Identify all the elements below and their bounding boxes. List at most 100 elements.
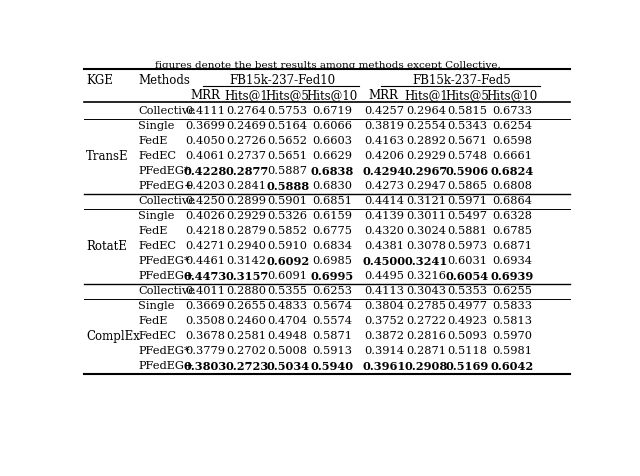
- Text: 0.3819: 0.3819: [364, 121, 404, 131]
- Text: figures denote the best results among methods except Collective.: figures denote the best results among me…: [155, 61, 501, 70]
- Text: Single: Single: [138, 211, 175, 221]
- Text: 0.6054: 0.6054: [446, 270, 489, 281]
- Text: 0.6092: 0.6092: [266, 255, 309, 266]
- Text: 0.5164: 0.5164: [268, 121, 308, 131]
- Text: 0.6253: 0.6253: [312, 286, 352, 296]
- Text: 0.2929: 0.2929: [227, 211, 267, 221]
- Text: 0.5118: 0.5118: [447, 346, 488, 356]
- Text: 0.5981: 0.5981: [492, 346, 532, 356]
- Text: 0.5326: 0.5326: [268, 211, 308, 221]
- Text: 0.6255: 0.6255: [492, 286, 532, 296]
- Text: 0.2892: 0.2892: [406, 136, 447, 146]
- Text: 0.6091: 0.6091: [268, 271, 308, 281]
- Text: 0.5753: 0.5753: [268, 106, 308, 116]
- Text: 0.3024: 0.3024: [406, 226, 447, 236]
- Text: 0.4206: 0.4206: [364, 151, 404, 161]
- Text: 0.3678: 0.3678: [186, 331, 225, 341]
- Text: 0.2554: 0.2554: [406, 121, 447, 131]
- Text: 0.4294: 0.4294: [362, 165, 405, 176]
- Text: 0.5940: 0.5940: [310, 360, 353, 371]
- Text: 0.3241: 0.3241: [404, 255, 448, 266]
- Text: 0.3872: 0.3872: [364, 331, 404, 341]
- Text: 0.5901: 0.5901: [268, 196, 308, 206]
- Text: PFedEG*: PFedEG*: [138, 166, 189, 176]
- Text: 0.3078: 0.3078: [406, 241, 447, 251]
- Text: Hits@1: Hits@1: [225, 89, 269, 102]
- Text: 0.5671: 0.5671: [447, 136, 488, 146]
- Text: 0.4495: 0.4495: [364, 271, 404, 281]
- Text: 0.4500: 0.4500: [362, 255, 405, 266]
- Text: Hits@5: Hits@5: [266, 89, 310, 102]
- Text: 0.6598: 0.6598: [492, 136, 532, 146]
- Text: 0.5973: 0.5973: [447, 241, 488, 251]
- Text: PFedEG+: PFedEG+: [138, 181, 194, 191]
- Text: Collective: Collective: [138, 286, 195, 296]
- Text: Hits@5: Hits@5: [445, 89, 490, 102]
- Text: 0.4163: 0.4163: [364, 136, 404, 146]
- Text: 0.4923: 0.4923: [447, 316, 488, 326]
- Text: FB15k-237-Fed10: FB15k-237-Fed10: [229, 74, 335, 87]
- Text: 0.5008: 0.5008: [268, 346, 308, 356]
- Text: RotatE: RotatE: [86, 239, 127, 252]
- Text: KGE: KGE: [86, 74, 113, 87]
- Text: 0.6733: 0.6733: [492, 106, 532, 116]
- Text: 0.5652: 0.5652: [268, 136, 308, 146]
- Text: 0.3803: 0.3803: [184, 360, 227, 371]
- Text: 0.4473: 0.4473: [184, 270, 227, 281]
- Text: 0.5865: 0.5865: [447, 181, 488, 191]
- Text: FedEC: FedEC: [138, 331, 176, 341]
- Text: 0.2581: 0.2581: [227, 331, 267, 341]
- Text: 0.4414: 0.4414: [364, 196, 404, 206]
- Text: 0.6719: 0.6719: [312, 106, 352, 116]
- Text: 0.2947: 0.2947: [406, 181, 447, 191]
- Text: FedE: FedE: [138, 136, 168, 146]
- Text: 0.2879: 0.2879: [227, 226, 267, 236]
- Text: 0.4271: 0.4271: [186, 241, 225, 251]
- Text: 0.3508: 0.3508: [186, 316, 225, 326]
- Text: 0.2880: 0.2880: [227, 286, 267, 296]
- Text: 0.3804: 0.3804: [364, 301, 404, 311]
- Text: 0.5353: 0.5353: [447, 286, 488, 296]
- Text: 0.2964: 0.2964: [406, 106, 447, 116]
- Text: 0.4257: 0.4257: [364, 106, 404, 116]
- Text: 0.2816: 0.2816: [406, 331, 447, 341]
- Text: 0.5343: 0.5343: [447, 121, 488, 131]
- Text: 0.5813: 0.5813: [492, 316, 532, 326]
- Text: Hits@1: Hits@1: [404, 89, 448, 102]
- Text: 0.4381: 0.4381: [364, 241, 404, 251]
- Text: 0.2737: 0.2737: [227, 151, 267, 161]
- Text: 0.2871: 0.2871: [406, 346, 447, 356]
- Text: 0.4061: 0.4061: [186, 151, 225, 161]
- Text: 0.4948: 0.4948: [268, 331, 308, 341]
- Text: FedEC: FedEC: [138, 241, 176, 251]
- Text: 0.4113: 0.4113: [364, 286, 404, 296]
- Text: FedEC: FedEC: [138, 151, 176, 161]
- Text: 0.4011: 0.4011: [186, 286, 225, 296]
- Text: 0.4026: 0.4026: [186, 211, 225, 221]
- Text: 0.6864: 0.6864: [492, 196, 532, 206]
- Text: 0.6934: 0.6934: [492, 256, 532, 266]
- Text: 0.6785: 0.6785: [492, 226, 532, 236]
- Text: Collective: Collective: [138, 106, 195, 116]
- Text: 0.3914: 0.3914: [364, 346, 404, 356]
- Text: 0.3669: 0.3669: [186, 301, 225, 311]
- Text: 0.2841: 0.2841: [227, 181, 267, 191]
- Text: 0.3961: 0.3961: [362, 360, 406, 371]
- Text: 0.6254: 0.6254: [492, 121, 532, 131]
- Text: 0.3779: 0.3779: [186, 346, 225, 356]
- Text: 0.2940: 0.2940: [227, 241, 267, 251]
- Text: Hits@10: Hits@10: [307, 89, 358, 102]
- Text: 0.5034: 0.5034: [266, 360, 309, 371]
- Text: 0.5970: 0.5970: [492, 331, 532, 341]
- Text: 0.5871: 0.5871: [312, 331, 352, 341]
- Text: 0.3011: 0.3011: [406, 211, 447, 221]
- Text: 0.4320: 0.4320: [364, 226, 404, 236]
- Text: PFedEG+: PFedEG+: [138, 271, 194, 281]
- Text: 0.5906: 0.5906: [446, 165, 489, 176]
- Text: 0.4977: 0.4977: [447, 301, 488, 311]
- Text: 0.2877: 0.2877: [225, 165, 268, 176]
- Text: PFedEG+: PFedEG+: [138, 361, 194, 371]
- Text: 0.3216: 0.3216: [406, 271, 447, 281]
- Text: 0.3142: 0.3142: [227, 256, 267, 266]
- Text: 0.2726: 0.2726: [227, 136, 267, 146]
